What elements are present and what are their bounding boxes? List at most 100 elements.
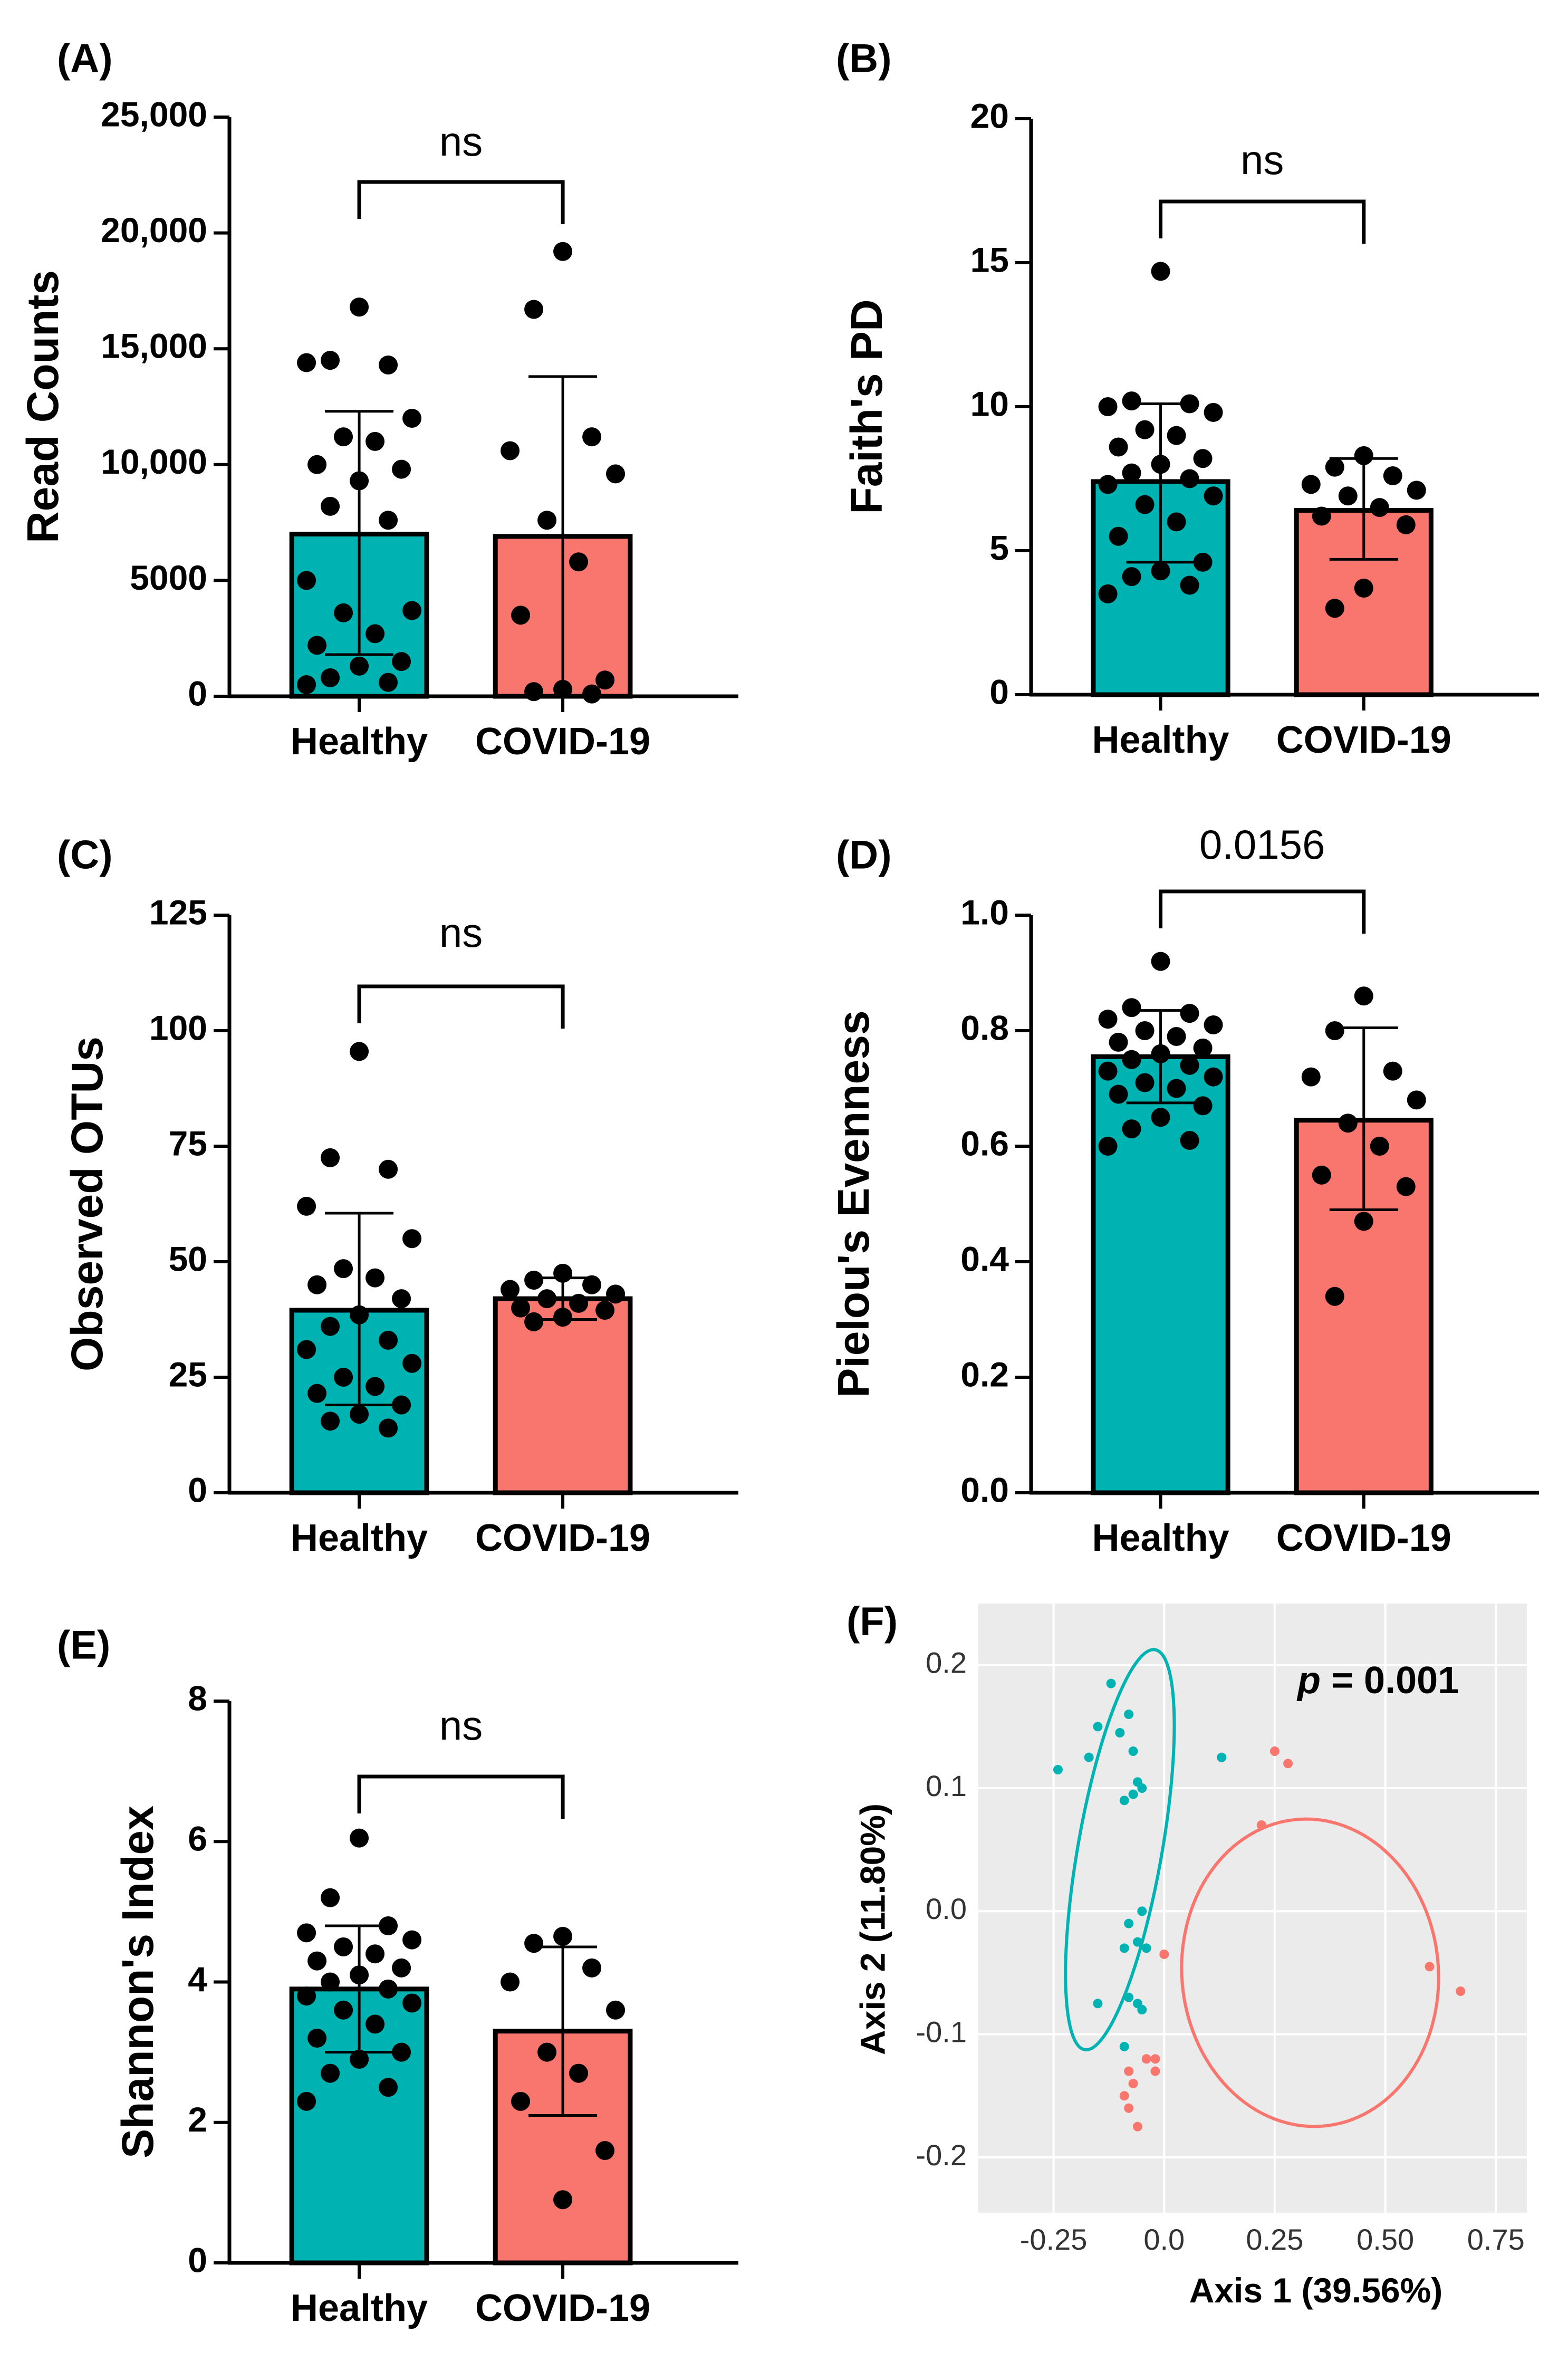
- scatter-point: [1106, 1678, 1116, 1688]
- scatter-point: [1217, 1752, 1227, 1762]
- data-point: [537, 511, 557, 530]
- y-tick-label: 0.0: [926, 1892, 967, 1925]
- data-point: [392, 1958, 411, 1978]
- p-value-annotation: p = 0.001: [1296, 1659, 1459, 1702]
- x-tick-label: Healthy: [1092, 719, 1229, 761]
- data-point: [350, 656, 369, 676]
- data-point: [1325, 1287, 1344, 1306]
- data-point: [321, 1972, 340, 1992]
- panel-label: (E): [57, 1623, 110, 1667]
- y-tick-label: 0: [188, 674, 207, 713]
- bracket-line: [357, 984, 565, 1029]
- panel-c: (C) Observed OTUs 0 25 50 75 100 125 Healthy COVI…: [57, 832, 738, 1559]
- x-tick-label: 0.25: [1246, 2223, 1303, 2256]
- data-point: [307, 1384, 327, 1403]
- y-tick-label: 25: [169, 1355, 207, 1394]
- data-point: [1354, 986, 1373, 1006]
- data-point: [334, 427, 353, 447]
- scatter-point: [1053, 1765, 1063, 1774]
- scatter-point: [1137, 1783, 1147, 1793]
- p-value: = 0.001: [1321, 1659, 1459, 1702]
- y-tick-label: -0.1: [916, 2015, 967, 2048]
- significance-bracket: 0.0156: [1159, 821, 1366, 934]
- data-point: [307, 1275, 327, 1294]
- data-point: [1204, 486, 1223, 506]
- data-point: [1301, 1067, 1321, 1087]
- y-tick-label: 5000: [130, 558, 207, 597]
- data-point: [297, 2091, 316, 2111]
- data-point: [1312, 1165, 1331, 1185]
- scatter-point: [1283, 1759, 1293, 1769]
- x-tick-label: Healthy: [291, 721, 428, 763]
- data-point: [1325, 1021, 1344, 1040]
- data-point: [321, 1148, 340, 1167]
- data-point: [307, 1951, 327, 1971]
- y-axis-label: Read Counts: [18, 270, 68, 543]
- scatter-point: [1119, 1943, 1129, 1953]
- bracket-line: [357, 180, 565, 224]
- data-point: [321, 496, 340, 516]
- data-point: [1383, 1061, 1402, 1081]
- scatter-point: [1124, 2103, 1134, 2113]
- data-point: [1122, 463, 1141, 483]
- data-point: [334, 2000, 353, 2020]
- x-tick-label: COVID-19: [1276, 719, 1451, 761]
- data-point: [392, 1395, 411, 1415]
- data-point: [321, 2063, 340, 2083]
- data-point: [524, 682, 544, 702]
- panel-b: (B) Faith's PD 0 5 10 15 20 Healthy COVID-19 ns: [836, 36, 1539, 761]
- scatter-point: [1425, 1962, 1435, 1972]
- data-point: [321, 351, 340, 370]
- group-healthy: Healthy: [1091, 262, 1230, 761]
- data-point: [524, 1312, 544, 1331]
- data-point: [595, 670, 615, 690]
- data-point: [350, 2049, 369, 2069]
- data-point: [350, 1042, 369, 1061]
- y-tick-label: 4: [188, 1960, 207, 1999]
- data-point: [350, 1305, 369, 1324]
- data-point: [350, 1965, 369, 1985]
- data-point: [1122, 567, 1141, 587]
- bracket-line: [357, 1774, 565, 1819]
- data-point: [297, 675, 316, 695]
- data-point: [1370, 1137, 1389, 1156]
- data-point: [321, 1412, 340, 1431]
- data-point: [379, 1159, 398, 1179]
- data-point: [595, 2141, 615, 2160]
- scatter-point: [1150, 2066, 1160, 2076]
- bar-healthy: [1091, 1054, 1230, 1495]
- group-healthy: Healthy: [1091, 952, 1230, 1559]
- y-tick-label: 0.2: [960, 1355, 1009, 1394]
- data-point: [392, 652, 411, 671]
- group-covid: COVID-19: [1276, 446, 1451, 761]
- panel-label: (F): [846, 1599, 898, 1644]
- y-tick-label: 0.6: [960, 1124, 1009, 1163]
- data-point: [392, 2042, 411, 2062]
- data-point: [402, 1354, 422, 1373]
- data-point: [1151, 561, 1170, 581]
- y-tick-label: 0: [989, 672, 1009, 711]
- data-point: [553, 1308, 573, 1327]
- data-point: [321, 1317, 340, 1336]
- significance-bracket: ns: [357, 1702, 565, 1819]
- scatter-point: [1137, 2005, 1147, 2014]
- panel-label: (B): [836, 36, 892, 81]
- scatter-point: [1128, 1746, 1138, 1756]
- data-point: [1383, 466, 1402, 486]
- data-point: [1338, 486, 1358, 506]
- data-point: [1193, 449, 1213, 468]
- data-point: [379, 1916, 398, 1935]
- data-point: [1354, 578, 1373, 598]
- data-point: [1204, 1067, 1223, 1087]
- y-tick-label: 20: [970, 96, 1009, 135]
- data-point: [582, 1958, 602, 1978]
- data-point: [524, 1934, 544, 1953]
- data-point: [595, 1300, 615, 1320]
- data-point: [365, 2014, 385, 2034]
- data-point: [1180, 1055, 1199, 1075]
- y-tick-label: 8: [188, 1678, 207, 1717]
- data-point: [1325, 599, 1344, 618]
- significance-bracket: ns: [357, 118, 565, 224]
- data-point: [365, 1268, 385, 1288]
- y-tick-label: 0: [188, 1470, 207, 1509]
